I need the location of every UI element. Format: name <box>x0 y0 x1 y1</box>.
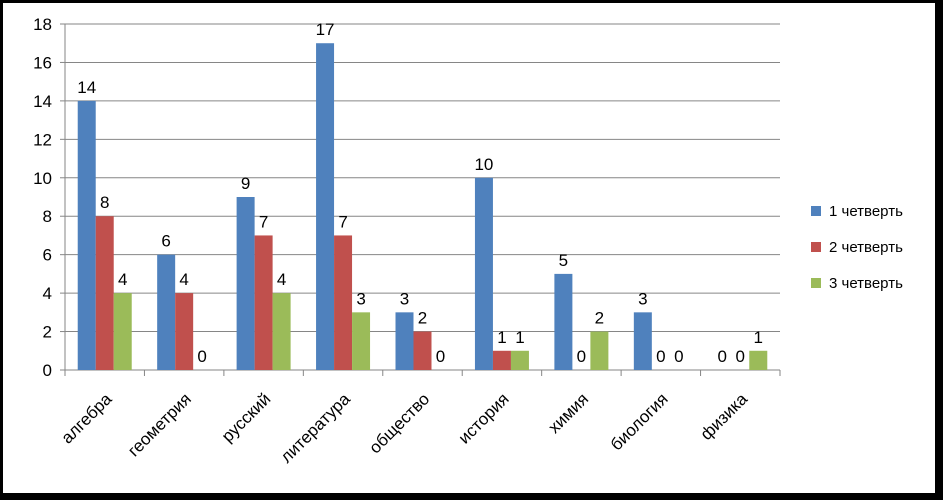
bar <box>554 273 573 370</box>
category-label: физика <box>697 389 752 444</box>
bar <box>95 216 114 370</box>
bar <box>157 254 176 370</box>
legend-label: 1 четверть <box>829 203 903 220</box>
legend-label: 2 четверть <box>829 239 903 256</box>
legend-swatch <box>811 278 821 288</box>
legend-swatch <box>811 206 821 216</box>
bar <box>633 312 652 370</box>
bar <box>334 235 353 370</box>
legend-label: 3 четверть <box>829 275 903 292</box>
data-label: 0 <box>436 347 445 366</box>
data-label: 0 <box>718 347 727 366</box>
bar <box>510 350 529 370</box>
category-label: история <box>455 389 513 447</box>
category-label: биология <box>607 389 672 454</box>
y-tick-label: 18 <box>33 15 52 34</box>
category-labels: алгебра геометрия русский литература обществ… <box>57 389 751 467</box>
data-label: 2 <box>595 309 604 328</box>
data-label: 14 <box>77 78 96 97</box>
data-label: 4 <box>277 270 286 289</box>
data-label: 0 <box>656 347 665 366</box>
category-label: химия <box>545 389 593 437</box>
data-label: 3 <box>638 289 647 308</box>
bar <box>395 312 414 370</box>
data-label: 1 <box>515 328 524 347</box>
bar <box>352 312 371 370</box>
bar <box>474 177 493 370</box>
data-label: 0 <box>577 347 586 366</box>
data-label: 5 <box>559 251 568 270</box>
y-tick-label: 16 <box>33 53 52 72</box>
bar <box>272 293 291 370</box>
y-tick-label: 8 <box>43 207 52 226</box>
data-label: 0 <box>197 347 206 366</box>
data-label: 0 <box>674 347 683 366</box>
data-label: 6 <box>161 232 170 251</box>
bar <box>316 43 335 370</box>
category-label: общество <box>365 389 433 457</box>
legend-swatch <box>811 242 821 252</box>
bars <box>77 43 768 370</box>
data-label: 4 <box>118 270 127 289</box>
data-label: 3 <box>400 289 409 308</box>
y-tick-label: 14 <box>33 92 52 111</box>
y-tick-label: 0 <box>43 361 52 380</box>
category-label: литература <box>277 389 355 467</box>
data-label: 8 <box>100 193 109 212</box>
bar <box>413 331 432 370</box>
legend: 1 четверть 2 четверть 3 четверть <box>811 203 903 292</box>
bar <box>236 197 255 370</box>
y-tick-label: 6 <box>43 246 52 265</box>
data-label: 7 <box>259 212 268 231</box>
data-label: 1 <box>754 328 763 347</box>
category-label: русский <box>218 389 275 446</box>
bar <box>254 235 273 370</box>
bar <box>77 100 96 370</box>
data-label: 17 <box>316 20 335 39</box>
bar <box>590 331 609 370</box>
category-label: геометрия <box>124 389 195 460</box>
data-label: 4 <box>179 270 188 289</box>
y-tick-label: 12 <box>33 130 52 149</box>
y-tick-label: 4 <box>43 284 52 303</box>
bar <box>492 350 511 370</box>
data-label: 0 <box>736 347 745 366</box>
y-tick-label: 2 <box>43 323 52 342</box>
category-label: алгебра <box>57 389 115 447</box>
data-label: 3 <box>356 289 365 308</box>
bar <box>113 293 132 370</box>
chart-panel: 0 2 4 6 8 10 12 14 16 18 14 8 4 6 4 0 9 7 4 17 7 3 3 2 0 10 1 1 5 0 2… <box>3 3 935 493</box>
bar <box>749 350 768 370</box>
data-label: 7 <box>338 212 347 231</box>
data-label: 10 <box>474 155 493 174</box>
data-label: 2 <box>418 309 427 328</box>
y-tick-label: 10 <box>33 169 52 188</box>
bar <box>175 293 194 370</box>
data-label: 9 <box>241 174 250 193</box>
data-label: 1 <box>497 328 506 347</box>
